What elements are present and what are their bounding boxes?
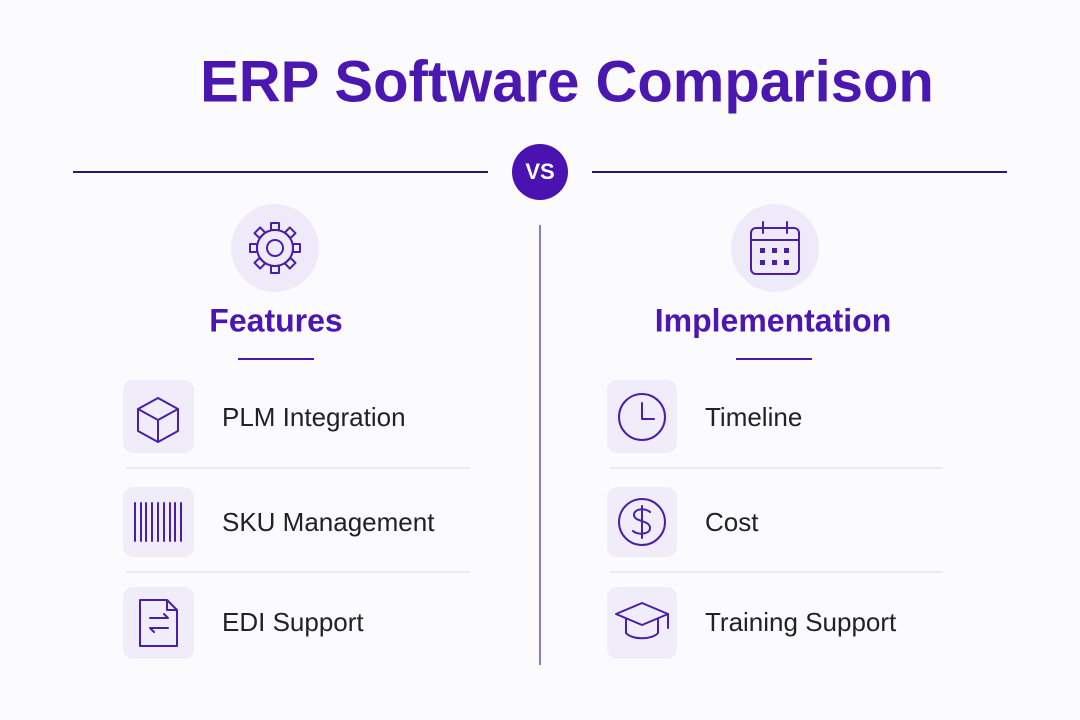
column-heading: Implementation xyxy=(655,302,891,338)
barcode-icon xyxy=(134,502,182,542)
icon-box xyxy=(607,587,677,659)
title: ERP Software Comparison xyxy=(200,49,934,114)
column-heading: Features xyxy=(209,302,342,338)
item-label: Cost xyxy=(705,507,759,537)
cube-icon xyxy=(137,397,179,443)
icon-box xyxy=(123,587,194,659)
item-label: Training Support xyxy=(705,607,897,637)
gear-icon xyxy=(249,222,301,274)
file-icon xyxy=(139,599,178,647)
vs-badge xyxy=(512,144,568,200)
item-label: PLM Integration xyxy=(222,402,406,432)
item-label: SKU Management xyxy=(222,507,435,537)
item-label: Timeline xyxy=(705,402,802,432)
item-label: EDI Support xyxy=(222,607,364,637)
graduation-cap-icon xyxy=(615,602,669,640)
icon-circle xyxy=(231,204,319,292)
clock-icon xyxy=(618,393,666,441)
vs-label: VS xyxy=(525,159,554,184)
dollar-icon xyxy=(618,498,666,546)
calendar-icon xyxy=(750,221,800,275)
icon-box xyxy=(123,380,194,453)
